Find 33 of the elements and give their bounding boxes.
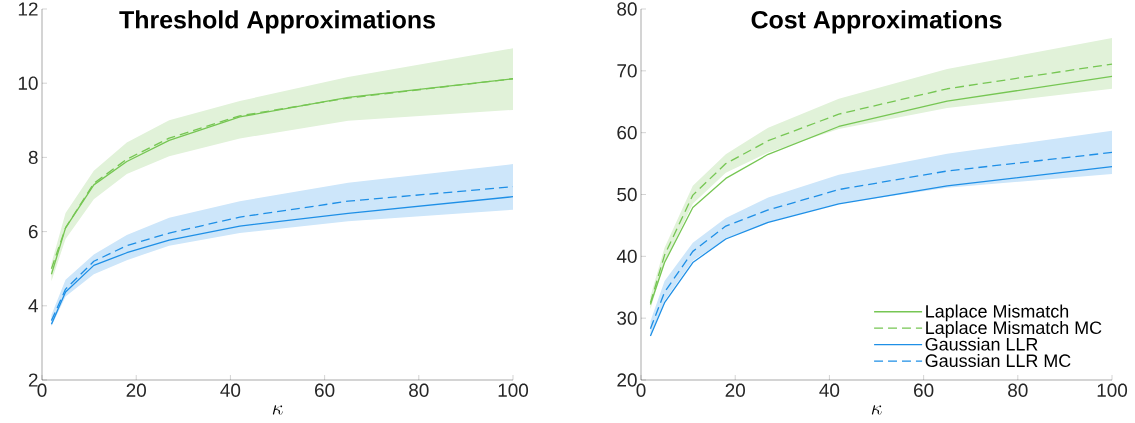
y-tick-label: 12 — [18, 2, 38, 16]
legend-label: Laplace Mismatch MC — [926, 320, 1102, 338]
y-tick-label: 8 — [28, 150, 38, 165]
legend-label: Gaussian LLR MC — [925, 353, 1071, 368]
y-tick-label: 2 — [28, 373, 38, 387]
x-tick-label: 20 — [126, 383, 146, 397]
y-tick-label: 4 — [28, 299, 38, 313]
y-tick-label: 6 — [28, 224, 38, 239]
x-tick-label: 100 — [1097, 383, 1128, 397]
x-tick-label: 40 — [220, 383, 241, 397]
y-tick-label: 10 — [18, 76, 38, 90]
y-tick-label: 40 — [616, 249, 637, 264]
y-tick-label: 70 — [617, 64, 637, 78]
x-axis-title: $\kappa$ — [871, 405, 882, 415]
y-tick-label: 20 — [617, 373, 637, 387]
x-tick-label: 100 — [498, 383, 529, 397]
legend-label: Gaussian LLR — [925, 337, 1038, 351]
x-tick-label: 60 — [315, 383, 335, 397]
chart-title: Cost Approximations — [751, 10, 1002, 34]
x-tick-label: 40 — [819, 383, 840, 397]
chart-title: Threshold Approximations — [119, 10, 435, 34]
y-tick-label: 50 — [617, 187, 637, 202]
y-tick-label: 80 — [617, 2, 637, 16]
x-tick-label: 20 — [725, 383, 745, 397]
x-tick-label: 0 — [37, 383, 47, 397]
x-tick-label: 80 — [1008, 383, 1028, 397]
x-tick-label: 0 — [636, 383, 646, 397]
x-tick-label: 80 — [409, 383, 429, 397]
legend-label: Laplace Mismatch — [926, 304, 1069, 322]
x-axis-title: $\kappa$ — [272, 405, 283, 415]
y-tick-label: 60 — [617, 125, 637, 140]
y-tick-label: 30 — [617, 311, 637, 325]
x-tick-label: 60 — [914, 383, 934, 397]
